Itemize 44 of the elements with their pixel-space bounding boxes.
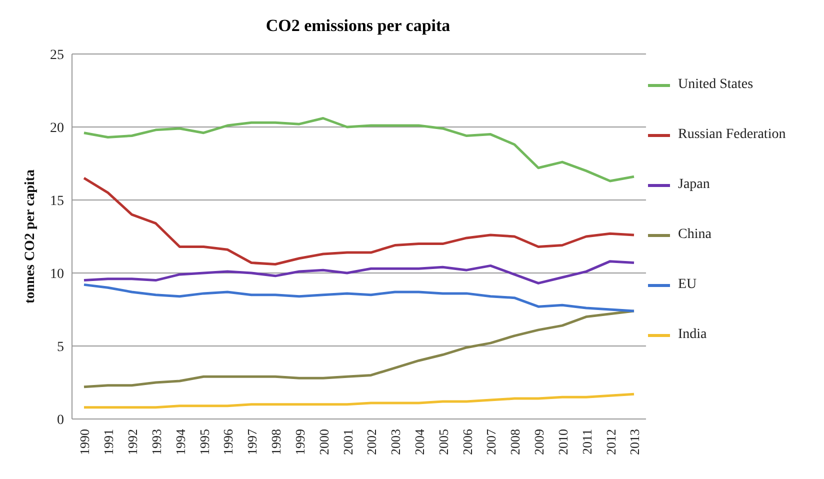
y-tick-label: 0 bbox=[57, 412, 64, 428]
x-tick-label: 2007 bbox=[484, 428, 499, 455]
line-series bbox=[82, 116, 636, 182]
y-tick-label: 15 bbox=[50, 194, 64, 209]
x-tick-label: 1991 bbox=[101, 429, 116, 455]
x-tick-label: 2012 bbox=[603, 429, 618, 455]
x-tick-label: 2011 bbox=[579, 429, 594, 455]
line-series bbox=[82, 260, 636, 284]
x-tick-label: 1999 bbox=[292, 429, 308, 455]
y-tick-label: 25 bbox=[50, 48, 64, 63]
x-tick-label: 2002 bbox=[364, 429, 380, 455]
legend-label: India bbox=[678, 327, 707, 343]
y-tick-label: 5 bbox=[57, 340, 64, 355]
line-series bbox=[82, 392, 636, 409]
x-tick-label: 1998 bbox=[268, 429, 284, 455]
x-tick-label: 1997 bbox=[244, 428, 260, 455]
x-tick-label: 2005 bbox=[436, 429, 451, 455]
y-axis-title: tonnes CO2 per capita bbox=[22, 170, 38, 304]
legend-label: Japan bbox=[678, 177, 710, 193]
x-tick-label: 2003 bbox=[388, 429, 404, 455]
line-series bbox=[82, 310, 636, 388]
x-tick-label: 1995 bbox=[196, 429, 212, 455]
y-tick-label: 10 bbox=[50, 266, 64, 282]
x-tick-label: 1993 bbox=[148, 429, 164, 455]
legend-label: China bbox=[678, 227, 712, 243]
x-tick-label: 1992 bbox=[125, 429, 140, 455]
x-tick-label: 2010 bbox=[555, 429, 570, 455]
x-tick-label: 2009 bbox=[532, 429, 547, 455]
x-tick-label: 1990 bbox=[77, 429, 92, 455]
line-series bbox=[82, 176, 636, 266]
x-tick-label: 2000 bbox=[316, 429, 332, 455]
x-tick-label: 2001 bbox=[340, 429, 356, 455]
y-tick-label: 20 bbox=[50, 120, 64, 136]
legend-label: EU bbox=[678, 277, 697, 293]
x-tick-label: 2006 bbox=[460, 428, 475, 455]
legend-label: United States bbox=[678, 77, 754, 93]
x-tick-label: 2013 bbox=[627, 429, 642, 455]
chart-title: CO2 emissions per capita bbox=[264, 16, 452, 36]
x-tick-label: 1994 bbox=[172, 428, 188, 455]
x-tick-label: 2008 bbox=[508, 429, 523, 455]
x-tick-label: 1996 bbox=[220, 428, 236, 455]
legend-label: Russian Federation bbox=[678, 127, 786, 143]
line-series bbox=[82, 283, 636, 312]
x-tick-label: 2004 bbox=[412, 428, 428, 455]
